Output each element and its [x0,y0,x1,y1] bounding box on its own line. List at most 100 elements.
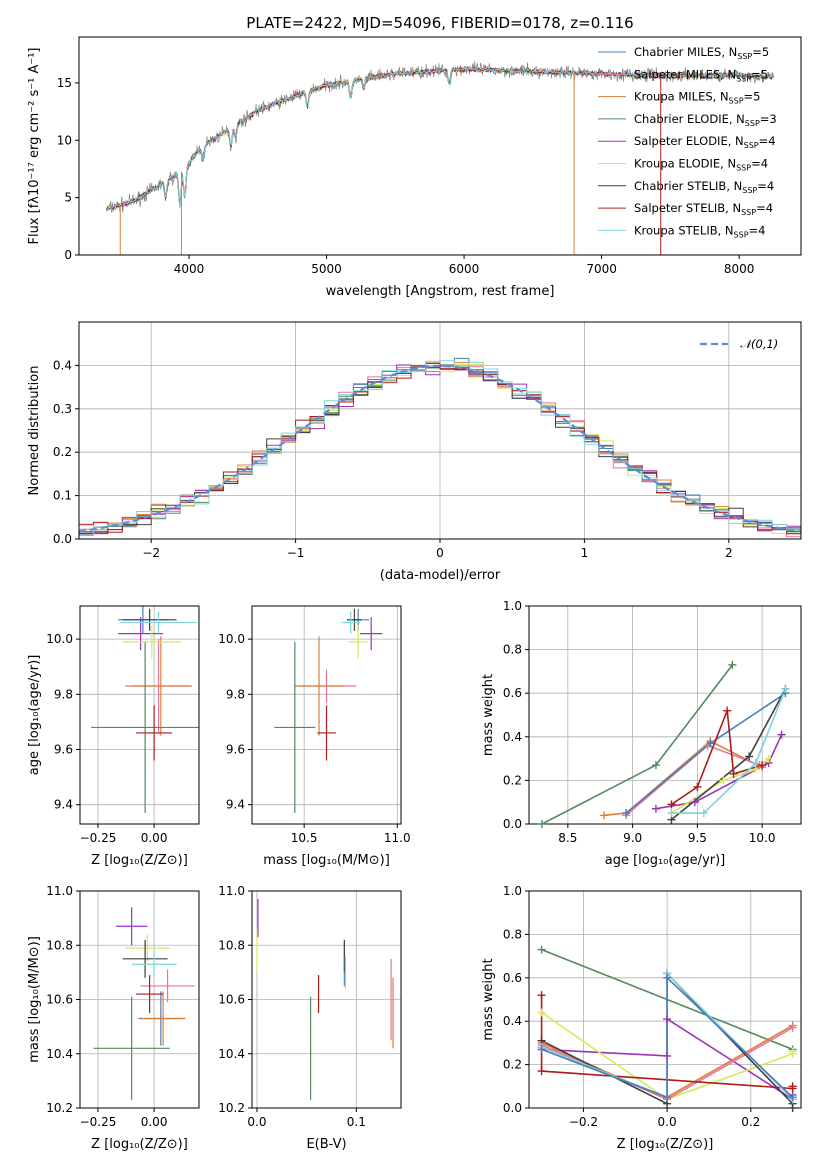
x-tick-label: 8000 [724,262,755,276]
legend: 𝒩(0,1) [700,337,778,351]
y-axis-label: Flux [fλ10⁻¹⁷ erg cm⁻² s⁻¹ A⁻¹] [27,48,42,245]
y-axis-label: mass weight [481,674,496,756]
x-tick-label: 10.0 [749,831,776,845]
y-tick-label: 10.0 [46,632,73,646]
y-tick-label: 1.0 [503,599,522,613]
x-tick-label: 0.2 [741,1115,760,1129]
mass-weight-marker [751,758,760,767]
mass-weight-marker [537,1008,546,1017]
x-tick-label: −0.2 [569,1115,598,1129]
mass-weight-marker [600,811,609,820]
data-point [360,617,383,651]
mass-weight-marker [537,945,546,954]
legend-suffix: =4 [757,179,774,193]
legend-suffix: =4 [749,223,766,237]
mass-weight-marker [537,991,546,1000]
legend-subscript: SSP [734,230,749,239]
x-tick-label: 5000 [311,262,342,276]
y-tick-label: 10.8 [46,938,73,952]
y-tick-label: 0.6 [503,686,522,700]
y-axis-label: mass [log₁₀(M/M⊙)] [27,936,42,1063]
data-point [140,991,186,1046]
y-tick-label: 0.4 [503,730,522,744]
x-axis-label: Z [log₁₀(Z/Z⊙)] [617,1137,714,1152]
legend-suffix: =5 [751,67,768,81]
x-tick-label: 7000 [586,262,617,276]
mass-weight-marker [663,1093,672,1102]
y-tick-label: 15 [57,76,72,90]
data-point [136,705,173,761]
panel-spectrum: 4000 5000 6000 7000 8000 0 5 10 15 wavelength [An… [27,14,802,299]
mass-weight-marker [663,1051,672,1060]
x-axis-label: (data-model)/error [380,568,501,583]
normal-distribution-curve [79,364,801,533]
legend-suffix: =5 [752,45,769,59]
legend-label: Kroupa MILES, N [634,90,729,104]
data-point [91,641,199,813]
plot-area [91,606,199,813]
data-point [115,907,148,946]
panel-massweight-vs-Z: −0.2 0.0 0.2 0.0 0.2 0.4 0.6 0.8 1.0 Z [log₁₀(Z/Z… [481,884,802,1152]
mass-weight-marker [788,1082,797,1091]
y-tick-label: 0.0 [53,532,72,546]
y-tick-label: 10.4 [218,1047,245,1061]
mass-weight-marker [699,809,708,818]
mass-weight-marker [758,761,767,770]
x-tick-label: 9.5 [688,831,707,845]
plot-area [79,357,801,538]
axes-frame [251,605,402,825]
legend-entry: Salpeter MILES, NSSP=5 [634,67,768,83]
axes-frame [78,36,802,256]
mass-weight-marker [690,798,699,807]
x-tick-label: 6000 [449,262,480,276]
legend-subscript: SSP [736,74,751,83]
data-point [122,625,182,659]
legend-entry: 𝒩(0,1) [740,337,778,351]
legend-subscript: SSP [742,186,757,195]
legend-label: Chabrier STELIB, N [634,179,742,193]
data-point [317,705,336,761]
panel-age-vs-Z: −0.25 0.00 9.4 9.6 9.8 10.0 Z [log₁₀(Z/Z⊙)] age… [27,605,200,868]
plot-area [274,608,383,813]
data-point [122,939,168,978]
legend-subscript: SSP [737,52,752,61]
y-tick-label: 9.6 [54,742,73,756]
legend-suffix: =4 [751,157,768,171]
y-tick-label: 0.2 [503,773,522,787]
mass-weight-marker [788,1104,797,1112]
mass-weight-marker [777,730,786,739]
panel-residuals: −2 −1 0 1 2 0.0 0.1 0.2 0.3 0.4 (data-model)/error… [27,321,802,583]
x-axis-label: age [log₁₀(age/yr)] [605,853,726,868]
legend-entry: Kroupa ELODIE, NSSP=4 [634,157,768,173]
y-tick-label: 0.2 [503,1058,522,1072]
y-axis-label: mass weight [481,958,496,1040]
mass-weight-marker [667,809,676,818]
x-tick-label: 11.0 [384,831,411,845]
plot-area [541,664,787,824]
y-tick-label: 10.2 [46,1101,73,1115]
y-axis-label: age [log₁₀(age/yr)] [27,655,42,776]
legend-label: Kroupa STELIB, N [634,223,734,237]
plot-area [93,907,195,1100]
x-tick-label: 8.5 [558,831,577,845]
legend-subscript: SSP [744,141,759,150]
mass-weight-marker [719,776,728,785]
mass-weight-marker [788,1093,797,1102]
y-tick-label: 9.4 [226,798,245,812]
x-axis-label: wavelength [Angstrom, rest frame] [326,284,555,299]
y-tick-label: 9.4 [54,798,73,812]
data-point [348,625,368,659]
y-tick-label: 0.0 [503,1101,522,1115]
mass-weight-marker [667,800,676,809]
y-tick-label: 0.2 [53,445,72,459]
y-tick-label: 0.4 [503,1014,522,1028]
data-point [346,608,362,631]
x-axis-label: Z [log₁₀(Z/Z⊙)] [91,1137,188,1152]
y-tick-label: 1.0 [503,884,522,898]
y-tick-label: 9.8 [226,687,245,701]
residual-histogram [79,360,801,536]
x-tick-label: 10.5 [291,831,318,845]
mass-weight-line [655,734,783,810]
x-tick-label: 0.0 [658,1115,677,1129]
